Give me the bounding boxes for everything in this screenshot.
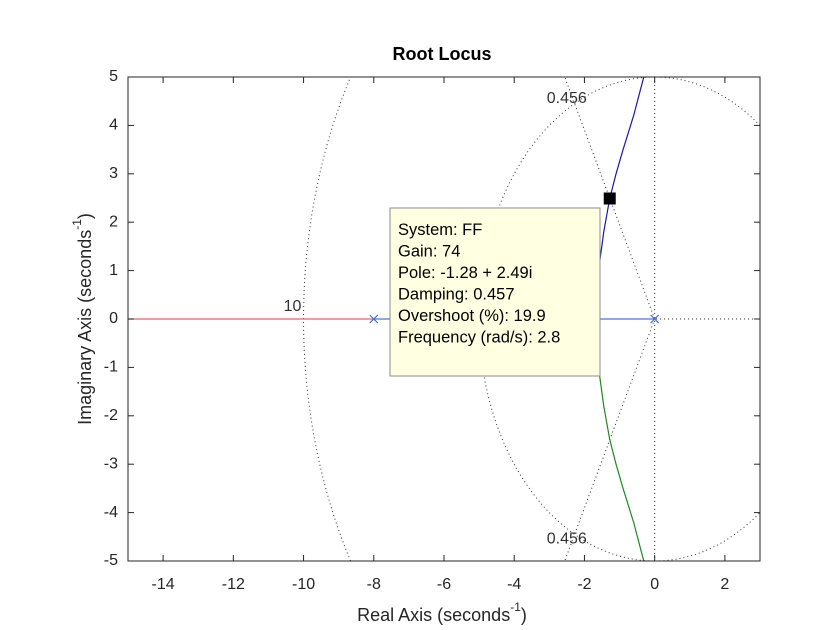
chart-title: Root Locus: [393, 44, 492, 64]
datatip-line: Damping: 0.457: [398, 286, 515, 304]
x-tick-label: -2: [577, 576, 591, 593]
y-tick-label: 1: [109, 262, 118, 279]
y-tick-label: -4: [104, 504, 118, 521]
frequency-label: 10: [284, 298, 302, 315]
locus-branch: [594, 318, 645, 561]
x-tick-label: -14: [152, 576, 175, 593]
pole-marker: [369, 314, 379, 324]
y-axis-label: Imaginary Axis (seconds-1): [70, 213, 95, 425]
x-axis-label-text: Real Axis (seconds: [357, 605, 510, 625]
datatip-line: Pole: -1.28 + 2.49i: [398, 264, 532, 282]
datatip-line: Frequency (rad/s): 2.8: [398, 329, 560, 347]
y-tick-label: 2: [109, 213, 118, 230]
datatip-line: System: FF: [398, 221, 482, 239]
x-tick-label: 0: [650, 576, 659, 593]
locus-branch: [594, 77, 645, 320]
y-tick-label: -1: [104, 359, 118, 376]
damping-label: 0.456: [547, 530, 587, 547]
pole-marker: [650, 314, 660, 324]
x-tick-label: -10: [292, 576, 315, 593]
x-tick-label: -8: [367, 576, 381, 593]
y-tick-label: -3: [104, 455, 118, 472]
x-tick-label: -12: [222, 576, 245, 593]
x-axis-label: Real Axis (seconds-1): [357, 600, 527, 625]
x-tick-label: 2: [720, 576, 729, 593]
x-tick-label: -4: [507, 576, 521, 593]
y-axis-label-text: Imaginary Axis (seconds: [75, 230, 95, 425]
y-tick-label: 5: [109, 68, 118, 85]
y-tick-label: 4: [109, 117, 118, 134]
y-axis-label-sup: -1: [70, 219, 84, 230]
x-axis-label-sup: -1: [510, 600, 521, 614]
datatip-line: Gain: 74: [398, 243, 460, 261]
y-tick-label: 0: [109, 310, 118, 327]
y-axis-label-end: ): [75, 213, 95, 219]
y-tick-label: -2: [104, 407, 118, 424]
x-tick-label: -6: [437, 576, 451, 593]
datatip-marker: [603, 192, 616, 205]
y-tick-label: 3: [109, 165, 118, 182]
datatip-box: [389, 207, 601, 377]
datatip-line: Overshoot (%): 19.9: [398, 307, 546, 325]
y-tick-label: -5: [104, 552, 118, 569]
damping-label: 0.456: [547, 90, 587, 107]
x-axis-label-end: ): [521, 605, 527, 625]
